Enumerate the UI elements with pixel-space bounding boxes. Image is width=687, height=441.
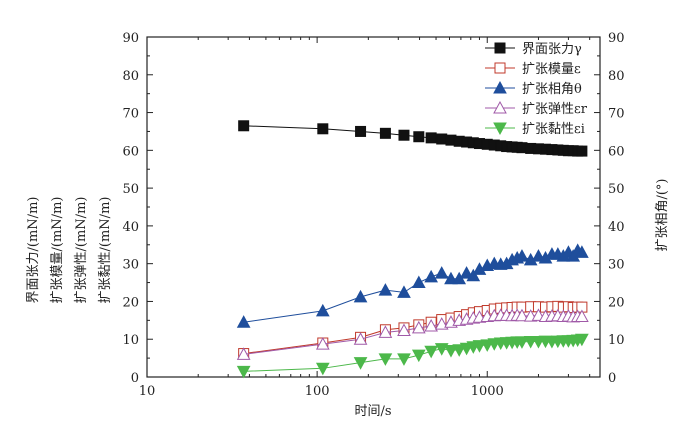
series-0 xyxy=(238,120,588,157)
data-point xyxy=(317,123,329,135)
data-point xyxy=(315,337,330,350)
data-point xyxy=(424,269,438,283)
series-3 xyxy=(236,308,589,360)
legend-label: 扩张相角θ xyxy=(522,82,582,97)
data-point xyxy=(424,318,438,332)
y-tick-label-right: 80 xyxy=(608,69,625,84)
data-point xyxy=(575,309,589,323)
y-tick-label-right: 50 xyxy=(608,182,625,197)
data-point xyxy=(236,347,251,360)
data-point xyxy=(434,266,449,279)
y-tick-label-left: 80 xyxy=(122,69,139,84)
y-axis-label-left-3: 扩张弹性/(mN/m) xyxy=(74,197,89,304)
data-point xyxy=(411,275,426,289)
data-point xyxy=(436,133,448,145)
data-point xyxy=(576,145,588,157)
y-tick-label-left: 90 xyxy=(122,31,139,46)
data-point xyxy=(472,340,487,353)
legend-marker xyxy=(494,62,506,74)
data-point xyxy=(459,266,474,279)
y-axis-label-left-1: 界面张力/(mN/m) xyxy=(26,197,41,304)
data-point xyxy=(575,333,589,347)
data-point xyxy=(531,249,546,262)
data-point xyxy=(515,336,529,349)
data-point xyxy=(378,353,393,366)
data-point xyxy=(315,303,330,317)
y-axis-label-left-4: 扩张黏性/(mN/m) xyxy=(97,197,113,304)
legend-label: 扩张弹性εr xyxy=(522,102,588,117)
x-tick-label: 1000 xyxy=(471,384,504,399)
legend-marker xyxy=(493,100,507,114)
data-point xyxy=(434,317,449,330)
series-4 xyxy=(236,333,589,379)
y-tick-label-right: 90 xyxy=(608,31,625,46)
data-point xyxy=(238,120,250,132)
data-point xyxy=(378,325,393,338)
y-tick-label-right: 70 xyxy=(608,107,625,122)
data-point xyxy=(397,285,411,298)
legend-label: 扩张模量ε xyxy=(522,62,581,77)
y-tick-label-left: 60 xyxy=(122,144,139,159)
y-axis-label-left-2: 扩张模量/(mN/m) xyxy=(50,197,65,304)
y-tick-label-left: 10 xyxy=(122,333,139,348)
data-point xyxy=(424,345,438,359)
data-point xyxy=(397,323,411,337)
data-point xyxy=(515,249,529,262)
data-point xyxy=(353,357,368,370)
y-tick-label-left: 50 xyxy=(122,182,139,197)
y-tick-label-right: 0 xyxy=(608,371,616,386)
y-tick-label-right: 60 xyxy=(608,144,625,159)
legend-label: 界面张力γ xyxy=(522,42,582,57)
data-point xyxy=(236,315,251,328)
data-point xyxy=(315,362,330,376)
data-point xyxy=(379,127,391,139)
y-tick-label-left: 40 xyxy=(122,220,139,235)
legend-label: 扩张黏性εi xyxy=(522,121,585,137)
y-axis-label-right: 扩张相角/(°) xyxy=(655,178,670,251)
data-point xyxy=(434,343,449,356)
data-point xyxy=(466,268,481,282)
data-point xyxy=(575,245,589,258)
data-point xyxy=(353,289,368,303)
data-point xyxy=(378,283,393,296)
data-point xyxy=(425,132,437,144)
legend-marker xyxy=(493,80,507,94)
y-tick-label-right: 10 xyxy=(608,333,625,348)
data-point xyxy=(444,345,458,358)
legend: 界面张力γ 扩张模量ε 扩张相角θ 扩张弹性εr 扩张黏性εi xyxy=(485,42,588,137)
y-tick-label-right: 30 xyxy=(608,258,625,273)
data-point xyxy=(444,271,458,285)
data-point xyxy=(452,344,467,357)
data-point xyxy=(236,365,251,379)
legend-marker xyxy=(494,42,506,54)
data-point xyxy=(353,332,368,345)
data-point xyxy=(411,349,426,363)
series-2 xyxy=(236,243,589,328)
data-point xyxy=(355,125,367,137)
y-tick-label-left: 70 xyxy=(122,107,139,122)
data-point xyxy=(411,320,426,334)
y-tick-label-right: 20 xyxy=(608,295,625,310)
data-point xyxy=(515,308,529,322)
y-tick-label-left: 20 xyxy=(122,295,139,310)
data-point xyxy=(397,353,411,366)
y-tick-label-left: 0 xyxy=(131,371,139,386)
y-tick-label-right: 40 xyxy=(608,220,625,235)
x-axis-label: 时间/s xyxy=(354,404,391,419)
data-point xyxy=(413,131,425,143)
data-point xyxy=(398,129,410,141)
y-tick-label-left: 30 xyxy=(122,258,139,273)
x-tick-label: 10 xyxy=(139,384,156,399)
x-tick-label: 100 xyxy=(305,384,330,399)
legend-marker xyxy=(493,122,507,136)
